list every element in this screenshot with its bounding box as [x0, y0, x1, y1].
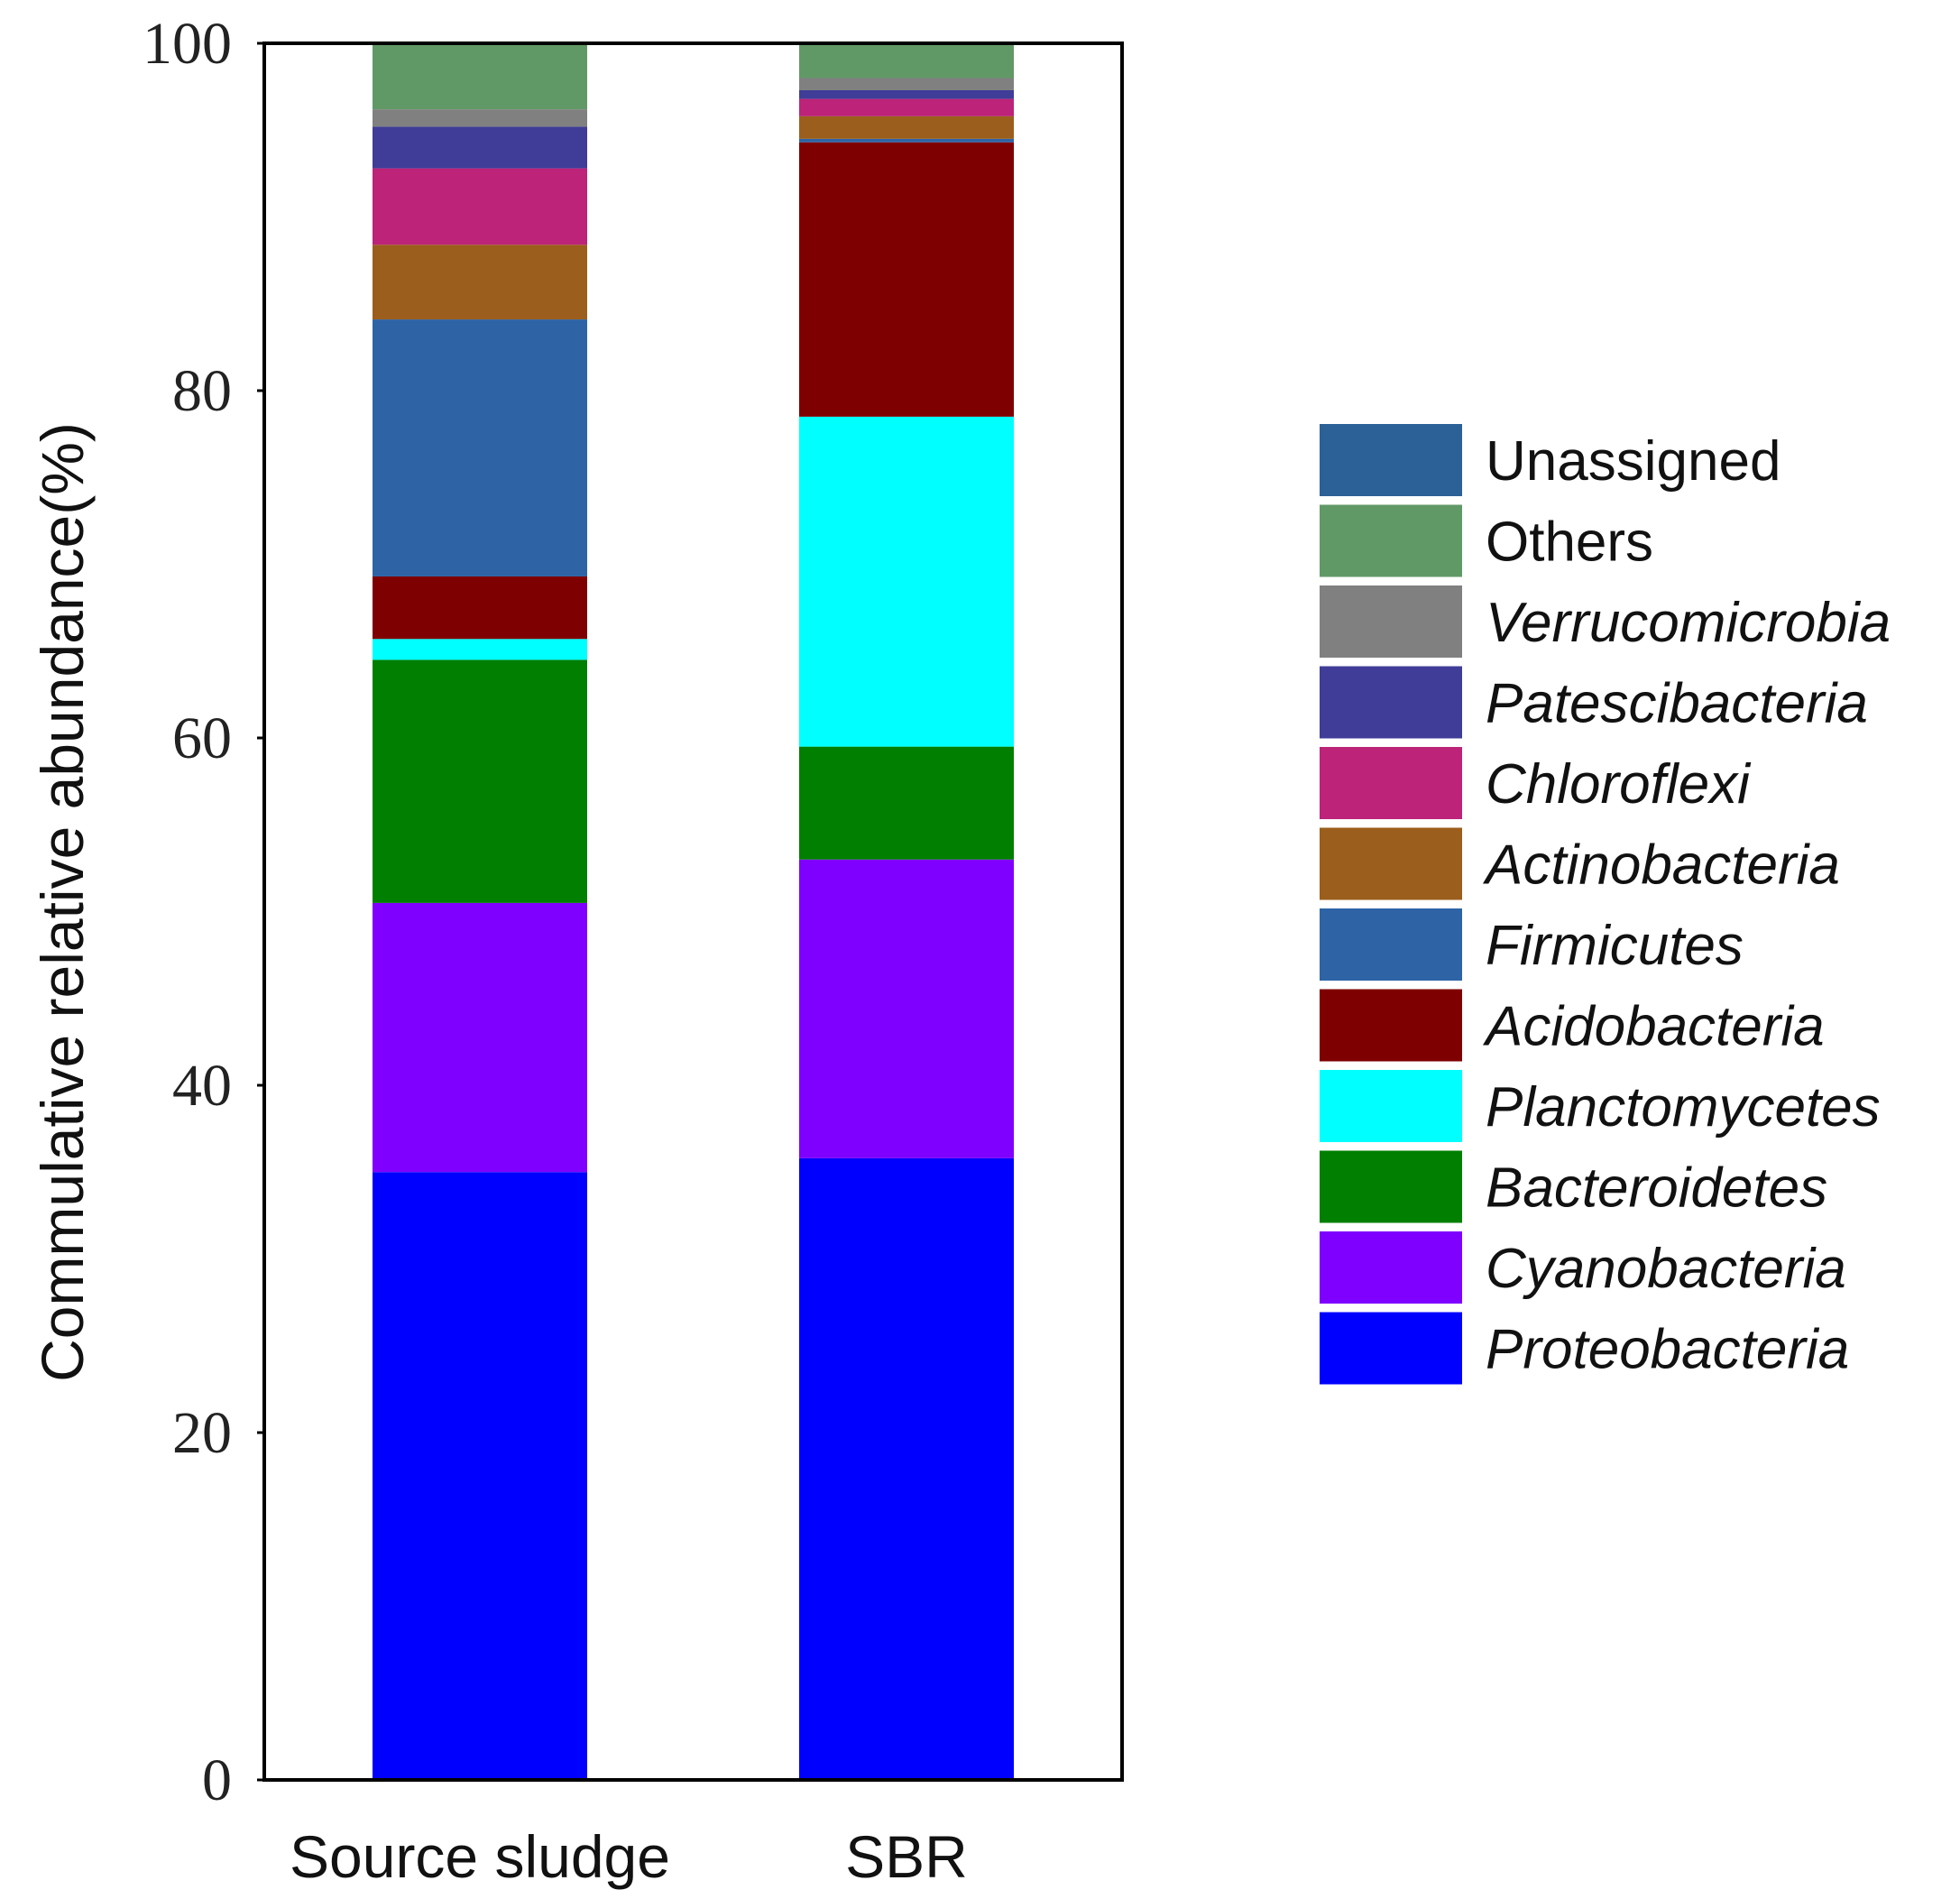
legend-swatch [1320, 1312, 1462, 1385]
bar-segment-planctomycetes-1 [799, 416, 1014, 747]
y-tick-label: 40 [172, 1053, 232, 1119]
legend-item: Bacteroidetes [1320, 1150, 1827, 1223]
legend-label: Proteobacteria [1486, 1319, 1849, 1381]
bar-segment-firmicutes-1 [799, 138, 1014, 143]
bar-segment-others-0 [373, 43, 587, 110]
bar-segment-patescibacteria-1 [799, 89, 1014, 99]
legend-swatch [1320, 585, 1462, 658]
legend-item: Planctomycetes [1320, 1070, 1881, 1142]
legend-label: Planctomycetes [1486, 1076, 1881, 1138]
legend-item: Others [1320, 504, 1653, 577]
legend-item: Acidobacteria [1320, 989, 1825, 1062]
legend-label: Verrucomicrobia [1486, 592, 1891, 654]
y-tick-label: 60 [172, 705, 232, 771]
bar-segment-actinobacteria-1 [799, 115, 1014, 139]
bar-stack-1 [799, 43, 1014, 1780]
legend-label: Chloroflexi [1486, 753, 1752, 816]
legend-swatch [1320, 424, 1462, 496]
legend-swatch [1320, 989, 1462, 1062]
legend-item: Patescibacteria [1320, 666, 1868, 739]
bar-segment-acidobacteria-1 [799, 142, 1014, 417]
legend-swatch [1320, 666, 1462, 739]
bar-segment-others-1 [799, 43, 1014, 78]
bar-segment-verrucomicrobia-0 [373, 109, 587, 127]
legend-label: Acidobacteria [1482, 996, 1825, 1058]
legend-item: Verrucomicrobia [1320, 585, 1891, 658]
bar-stack-0 [373, 43, 587, 1780]
legend-item: Proteobacteria [1320, 1312, 1849, 1385]
legend-label: Bacteroidetes [1486, 1157, 1827, 1220]
legend-item: Actinobacteria [1320, 827, 1840, 900]
legend-label: Unassigned [1486, 430, 1781, 493]
bar-segment-acidobacteria-0 [373, 576, 587, 640]
bar-segment-bacteroidetes-1 [799, 746, 1014, 860]
bar-segment-firmicutes-0 [373, 319, 587, 576]
plot-frame [262, 41, 1124, 1782]
y-tick-label: 0 [202, 1747, 232, 1813]
bar-segment-chloroflexi-0 [373, 168, 587, 245]
legend-label: Patescibacteria [1486, 673, 1868, 735]
legend-item: Chloroflexi [1320, 747, 1752, 819]
legend-label: Cyanobacteria [1486, 1238, 1846, 1300]
legend-swatch [1320, 747, 1462, 819]
bars-layer [373, 43, 1014, 1780]
bar-segment-patescibacteria-0 [373, 126, 587, 169]
bar-segment-bacteroidetes-0 [373, 659, 587, 903]
legend-label: Others [1486, 512, 1653, 574]
legend-swatch [1320, 827, 1462, 900]
legend-swatch [1320, 1150, 1462, 1223]
bar-segment-verrucomicrobia-1 [799, 78, 1014, 90]
legend-swatch [1320, 1070, 1462, 1142]
bar-segment-proteobacteria-1 [799, 1157, 1014, 1780]
y-tick-label: 100 [143, 11, 232, 77]
y-tick-label: 80 [172, 358, 232, 424]
x-tick-label: Source sludge [290, 1823, 670, 1890]
legend-swatch [1320, 1231, 1462, 1304]
legend-label: Actinobacteria [1482, 834, 1840, 897]
legend-item: Firmicutes [1320, 908, 1744, 981]
bar-segment-proteobacteria-0 [373, 1172, 587, 1780]
x-tick-label: SBR [845, 1823, 968, 1890]
bar-segment-chloroflexi-1 [799, 98, 1014, 116]
bar-segment-actinobacteria-0 [373, 244, 587, 320]
y-tick-label: 20 [172, 1400, 232, 1466]
bar-segment-cyanobacteria-1 [799, 859, 1014, 1158]
legend-swatch [1320, 908, 1462, 981]
axis-layer: Source sludge SBR 0 20 40 60 80 100 [143, 11, 1124, 1890]
legend-label: Firmicutes [1486, 915, 1744, 977]
legend-swatch [1320, 504, 1462, 577]
legend-item: Unassigned [1320, 424, 1781, 496]
bar-segment-planctomycetes-0 [373, 639, 587, 660]
legend-item: Cyanobacteria [1320, 1231, 1846, 1304]
bar-segment-cyanobacteria-0 [373, 902, 587, 1173]
y-axis-title: Commulative relative abundance(%) [29, 422, 96, 1382]
legend: Unassigned Others Verrucomicrobia Patesciba… [1320, 424, 1891, 1385]
